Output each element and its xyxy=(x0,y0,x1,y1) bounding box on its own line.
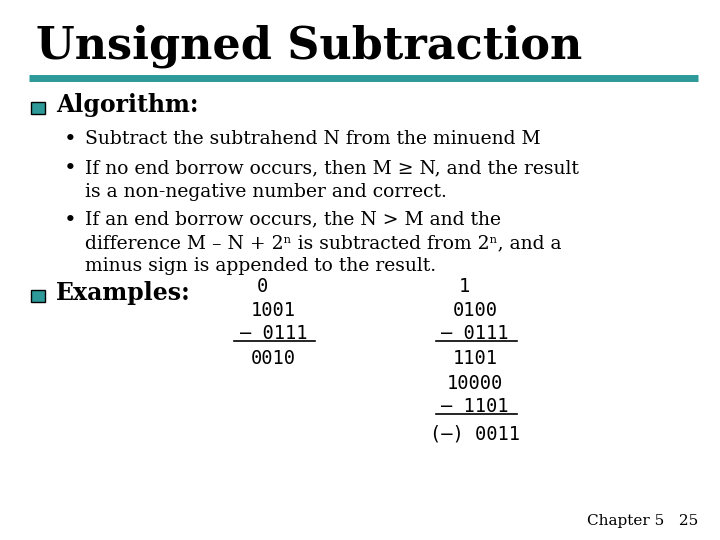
Text: 1001: 1001 xyxy=(251,301,296,320)
Text: – 0111: – 0111 xyxy=(441,324,509,343)
FancyBboxPatch shape xyxy=(31,290,45,302)
Text: is a non-negative number and correct.: is a non-negative number and correct. xyxy=(85,183,447,201)
Text: 10000: 10000 xyxy=(447,374,503,393)
Text: •: • xyxy=(64,210,77,230)
Text: Unsigned Subtraction: Unsigned Subtraction xyxy=(36,24,582,68)
Text: Chapter 5   25: Chapter 5 25 xyxy=(587,514,698,528)
Text: 0: 0 xyxy=(257,276,269,296)
Text: Algorithm:: Algorithm: xyxy=(56,93,199,117)
Text: If no end borrow occurs, then M ≥ N, and the result: If no end borrow occurs, then M ≥ N, and… xyxy=(85,159,579,178)
Text: 0100: 0100 xyxy=(453,301,498,320)
Text: – 0111: – 0111 xyxy=(240,324,307,343)
Text: 1101: 1101 xyxy=(453,349,498,368)
Text: minus sign is appended to the result.: minus sign is appended to the result. xyxy=(85,257,436,275)
Text: If an end borrow occurs, the N > M and the: If an end borrow occurs, the N > M and t… xyxy=(85,211,501,229)
FancyBboxPatch shape xyxy=(31,102,45,114)
Text: – 1101: – 1101 xyxy=(441,397,509,416)
Text: 1: 1 xyxy=(459,276,470,296)
Text: difference M – N + 2ⁿ is subtracted from 2ⁿ, and a: difference M – N + 2ⁿ is subtracted from… xyxy=(85,234,562,252)
Text: Examples:: Examples: xyxy=(56,281,191,305)
Text: 0010: 0010 xyxy=(251,349,296,368)
Text: •: • xyxy=(64,158,77,179)
Text: Subtract the subtrahend N from the minuend M: Subtract the subtrahend N from the minue… xyxy=(85,130,541,148)
Text: •: • xyxy=(64,129,77,150)
Text: (–) 0011: (–) 0011 xyxy=(431,424,521,443)
